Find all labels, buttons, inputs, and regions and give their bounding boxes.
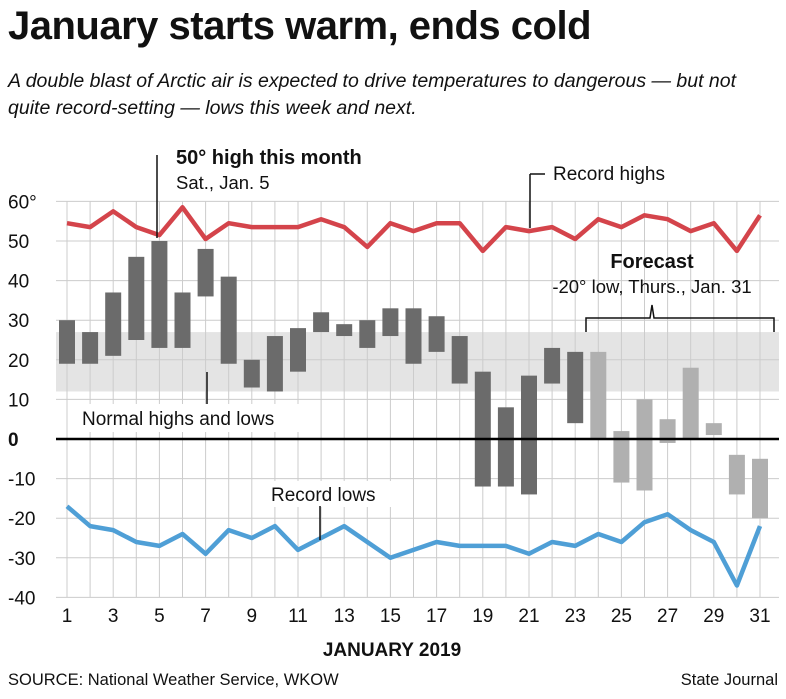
y-tick-label: 60° xyxy=(8,192,37,213)
forecast-bracket xyxy=(585,304,775,332)
x-tick-label: 29 xyxy=(703,606,724,627)
observed-range-bar xyxy=(290,328,306,372)
y-tick-label: -30 xyxy=(8,549,35,570)
annotation-record-lows: Record lows xyxy=(271,485,376,506)
observed-range-bar xyxy=(544,347,561,384)
y-tick-label: 10 xyxy=(8,390,29,411)
chart-title: January starts warm, ends cold xyxy=(8,4,592,48)
x-tick-label: 19 xyxy=(472,606,493,627)
record-lows-line xyxy=(65,504,763,588)
x-tick-label: 15 xyxy=(380,606,401,627)
x-tick-label: 11 xyxy=(288,606,308,627)
annotation-high-date: Sat., Jan. 5 xyxy=(176,172,270,193)
y-tick-label: 0 xyxy=(8,430,19,451)
observed-range-bar xyxy=(197,248,214,297)
annotation-label-background xyxy=(76,404,306,432)
observed-range-bar xyxy=(59,320,75,364)
observed-range-bar xyxy=(521,375,537,495)
x-tick-label: 23 xyxy=(565,606,586,627)
y-tick-label: 40 xyxy=(8,272,29,293)
y-tick-label: -40 xyxy=(8,588,35,609)
annotation-high-bold: 50° high this month xyxy=(176,147,362,169)
x-tick-label: 1 xyxy=(62,606,73,627)
x-tick-label: 17 xyxy=(426,606,447,627)
credit-note: State Journal xyxy=(680,671,778,689)
forecast-range-bar xyxy=(752,458,768,519)
x-tick-label: 21 xyxy=(518,606,539,627)
x-tick-label: 13 xyxy=(334,606,355,627)
x-axis-title: JANUARY 2019 xyxy=(323,640,461,661)
x-tick-label: 5 xyxy=(154,606,165,627)
observed-range-bar xyxy=(220,276,237,364)
annotation-forecast-note: -20° low, Thurs., Jan. 31 xyxy=(552,276,751,297)
observed-range-bar xyxy=(382,308,399,337)
observed-range-bar xyxy=(128,256,145,340)
x-tick-label: 27 xyxy=(657,606,678,627)
observed-range-bar xyxy=(497,407,514,487)
observed-range-bar xyxy=(82,332,99,364)
forecast-range-bar xyxy=(590,351,607,439)
observed-range-bar xyxy=(313,312,330,333)
forecast-range-bar xyxy=(705,423,722,436)
annotation-forecast-bold: Forecast xyxy=(610,251,694,273)
observed-range-bar xyxy=(243,359,260,388)
observed-range-bar xyxy=(336,324,353,337)
record-highs-line xyxy=(66,205,762,254)
observed-range-bar xyxy=(567,351,584,424)
observed-range-bar xyxy=(151,241,168,348)
x-tick-label: 9 xyxy=(247,606,258,627)
observed-range-bar xyxy=(174,292,191,348)
observed-range-bar xyxy=(266,336,283,392)
x-tick-label: 31 xyxy=(749,606,770,627)
annotation-label-background xyxy=(264,481,396,507)
annotation-record-highs: Record highs xyxy=(553,164,665,185)
observed-range-bar xyxy=(451,336,468,384)
forecast-range-bar xyxy=(682,367,699,439)
forecast-range-bar xyxy=(659,419,676,443)
y-tick-label: 50 xyxy=(8,232,29,253)
y-tick-label: -10 xyxy=(8,470,35,491)
observed-range-bar xyxy=(405,308,422,364)
observed-range-bar xyxy=(359,320,376,348)
observed-range-bar xyxy=(428,316,445,352)
x-tick-label: 3 xyxy=(108,606,119,627)
observed-range-bar xyxy=(474,371,491,487)
observed-range-bar xyxy=(105,292,122,356)
forecast-range-bar xyxy=(613,431,630,483)
x-tick-label: 25 xyxy=(611,606,632,627)
y-tick-label: 30 xyxy=(8,311,29,332)
chart-subtitle: A double blast of Arctic air is expected… xyxy=(8,70,737,119)
x-tick-label: 7 xyxy=(200,606,211,627)
forecast-range-bar xyxy=(636,399,653,491)
source-note: SOURCE: National Weather Service, WKOW xyxy=(8,671,339,689)
y-tick-label: 20 xyxy=(8,351,29,372)
y-tick-label: -20 xyxy=(8,509,35,530)
forecast-range-bar xyxy=(728,454,745,495)
annotation-normal: Normal highs and lows xyxy=(82,409,274,430)
